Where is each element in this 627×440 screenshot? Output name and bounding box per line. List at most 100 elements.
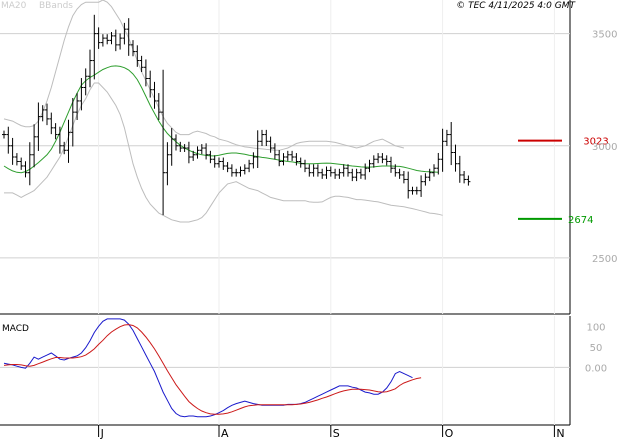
ohlc-bar [341,164,346,177]
ohlc-bar [92,14,97,80]
ohlc-bar [251,152,256,169]
ohlc-bar [367,159,372,173]
ohlc-bar [135,45,140,67]
price-y-tick-label: 3500 [592,30,617,41]
ohlc-bar [449,122,454,166]
price-levels: 3023 2674 [518,137,609,226]
ohlc-bar [45,103,49,126]
ohlc-bar [161,69,166,216]
ohlc-bar [105,34,110,45]
ohlc-bar [234,168,239,177]
ohlc-bar [303,159,307,173]
ohlc-bar [143,59,148,87]
ohlc-bar [79,78,84,111]
ohlc-bar [324,166,329,179]
macd-line [3,318,413,418]
bbands-lower-line [4,82,443,223]
ohlc-bar [19,157,24,170]
ohlc-bar [148,70,153,98]
ohlc-bar [264,129,269,147]
ohlc-bar [401,171,406,184]
copyright-timestamp: © TEC 4/11/2025 4:0 GMT [456,1,576,11]
resistance-label: 3023 [583,137,608,148]
ohlc-bar [199,144,204,155]
ohlc-bar [272,143,277,160]
macd-lines [3,318,422,418]
macd-grid [0,316,570,425]
ohlc-bar [285,150,290,161]
ohlc-bar [242,164,247,175]
ohlc-bar [260,129,264,147]
ohlc-bar [186,141,191,164]
ohlc-bar [208,150,213,164]
ohlc-bar [195,146,200,159]
price-y-axis: 3500 3000 2500 [592,30,617,265]
ohlc-bar [410,186,415,195]
ohlc-bar [32,124,37,168]
ohlc-bar [139,55,144,72]
signal-line [3,324,422,415]
bbands-upper-line [3,0,405,151]
ohlc-bar [290,150,295,161]
ohlc-bar [457,155,462,183]
ohlc-bar [152,81,157,109]
ohlc-bar [427,168,432,182]
ohlc-bar [113,29,118,52]
ohlc-bar [328,166,333,177]
bbands-legend-label: BBands [39,1,73,11]
ohlc-bar [346,164,350,177]
ohlc-bar [109,31,114,45]
price-y-tick-label: 3000 [592,142,617,153]
ohlc-bar [229,164,234,177]
x-axis-label: A [221,427,229,440]
ohlc-bar [118,33,123,50]
ohlc-bar [397,168,402,179]
ohlc-bar [66,119,71,163]
ohlc-bar [358,168,363,179]
ma20-line [3,65,439,174]
ohlc-bar [315,164,320,177]
x-axis-label: O [445,427,454,440]
ohlc-bar [466,175,471,186]
ohlc-bar [100,34,105,47]
ohlc-bar [10,137,15,165]
ohlc-bar [384,155,389,166]
ohlc-bar [363,163,368,180]
ohlc-bar [96,27,101,49]
ohlc-bar [70,98,75,147]
ohlc-bar [6,126,11,154]
ohlc-bar [247,159,252,173]
ohlc-bar [380,153,385,164]
ohlc-bar [255,130,260,168]
ohlc-bar [225,162,230,173]
macd-y-tick-label: 0.00 [585,363,607,374]
ohlc-bar [294,153,299,166]
ohlc-bar [191,150,196,161]
x-axis-label: J [100,427,104,440]
ohlc-bar [169,128,174,166]
ohlc-bar [165,142,170,186]
ohlc-bar [393,164,398,177]
ohlc-bar [23,161,28,178]
ohlc-bar [238,166,243,177]
ohlc-bar [131,40,135,57]
ohlc-bar [376,153,381,164]
ohlc-bar [36,102,41,151]
ohlc-bar [62,141,67,155]
support-label: 2674 [568,215,593,226]
ohlc-bar [83,68,88,96]
ohlc-bar [212,155,217,168]
ohlc-bar [277,150,282,167]
ohlc-bar [126,18,131,56]
ohlc-bar [53,123,58,140]
ohlc-bar [217,157,221,168]
ohlc-bar [440,128,445,172]
ohlc-bar [462,171,467,184]
ohlc-bar [444,129,449,147]
ohlc-bar [268,136,273,153]
ohlc-bar [419,175,424,197]
ohlc-bar [307,164,312,177]
ohlc-bar [432,164,436,177]
ohlc-bar [320,168,325,179]
